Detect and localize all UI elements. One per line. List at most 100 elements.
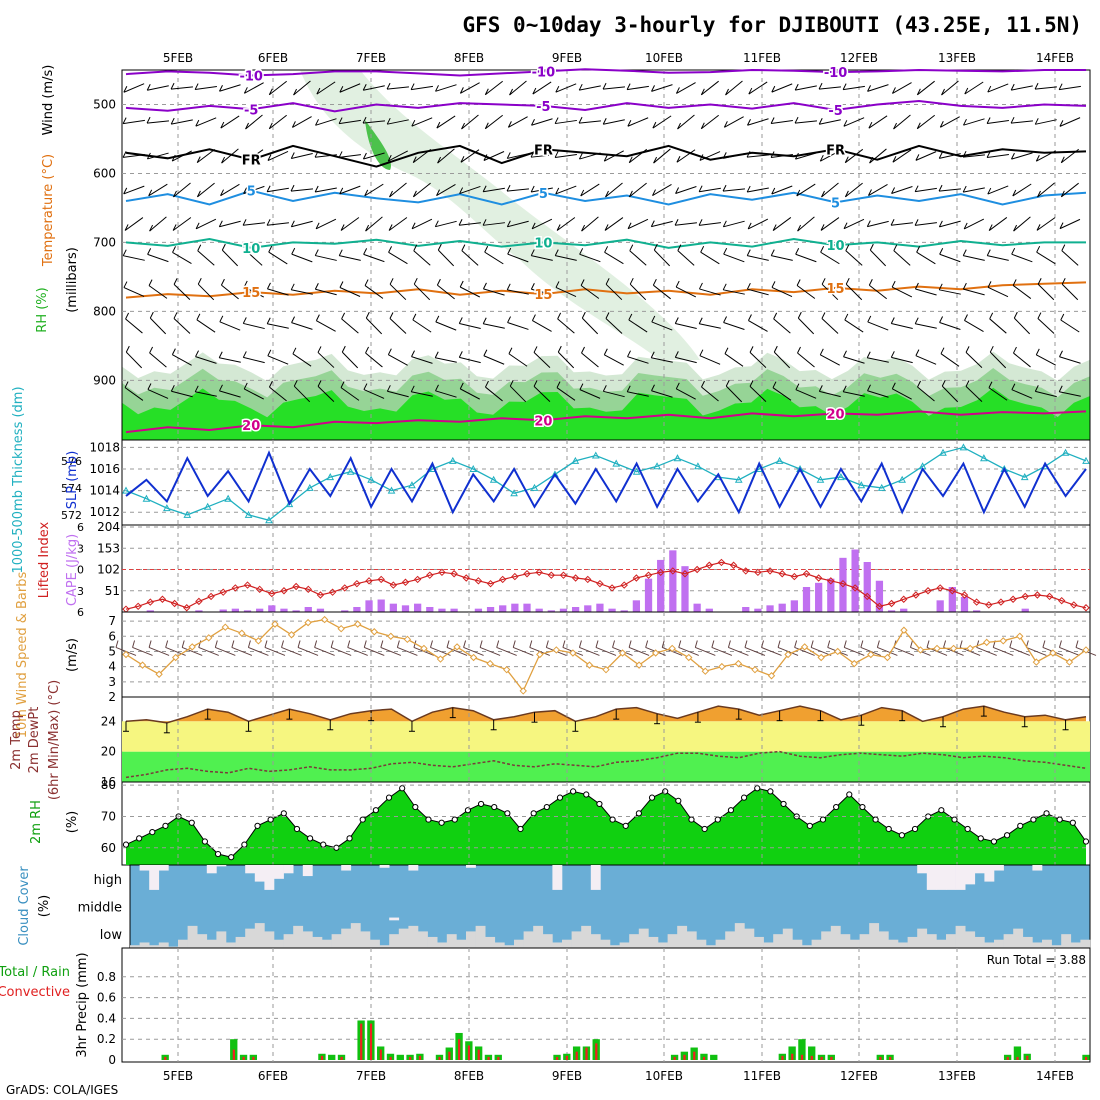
date-label-top: 14FEB (1036, 51, 1074, 65)
wind-barb-flag (243, 87, 248, 94)
wind-barb (149, 317, 167, 335)
wind-barb-flag (914, 185, 919, 192)
wind-barb (580, 183, 600, 197)
li-point (353, 579, 361, 588)
precip-convective-bar (360, 1023, 363, 1060)
wind-barb-flag (603, 348, 608, 355)
li-point (158, 595, 167, 603)
wind-barb (556, 217, 576, 231)
precip-convective-bar (497, 1056, 500, 1060)
wind-barb-flag (724, 347, 729, 354)
wind-barb (916, 114, 936, 130)
wind-barb-flag (264, 640, 268, 648)
temp-fill (126, 706, 1086, 723)
wind-barb-flag (629, 277, 634, 285)
wind-barb-flag (290, 152, 295, 159)
wind-barb-flag (797, 311, 802, 319)
rh-point (556, 794, 564, 801)
wind-barb-flag (628, 156, 633, 163)
cape-bar (754, 608, 762, 612)
wind-barb-flag (341, 345, 346, 353)
wind-barb (652, 184, 672, 196)
wind-barb-flag (1011, 247, 1016, 255)
cloud-low-bar (888, 939, 899, 948)
wind-barb-flag (365, 311, 370, 319)
cape-bar (827, 578, 835, 612)
rh-tick: 70 (101, 809, 116, 823)
cloud-low-bar (811, 939, 822, 948)
wind-barb (1013, 216, 1031, 232)
wind-barb-flag (699, 154, 704, 161)
li-point (243, 581, 252, 589)
wind-barb-flag (221, 156, 226, 164)
wind-barb-flag (578, 116, 583, 124)
wind-barb (604, 217, 624, 231)
wind-barb (603, 119, 625, 125)
wind-barb-flag (484, 122, 489, 129)
wind-barb-flag (1060, 190, 1065, 198)
wind-barb-flag (701, 380, 705, 388)
wind-barb (531, 218, 553, 230)
wind-barb-flag (220, 278, 225, 286)
wind-barb (171, 390, 193, 398)
wind-barb (963, 218, 985, 230)
wind-speed-point (916, 646, 925, 654)
isotherm-label: -10 (824, 66, 848, 81)
wind-barb (940, 353, 960, 367)
wind-barb-flag (989, 345, 994, 353)
wind-barb-flag (122, 117, 127, 124)
wind-barb-flag (297, 640, 301, 648)
wind-barb-flag (362, 116, 367, 124)
wind-barb (701, 114, 719, 130)
wind-barb-flag (711, 640, 715, 648)
wind-barb (413, 182, 431, 198)
li-point (985, 601, 993, 609)
panel-upper-air (121, 68, 1091, 441)
wind-barb (195, 356, 217, 364)
cloud-low-bar (418, 931, 428, 948)
wind-barb-flag (339, 187, 344, 195)
wind-speed-point (883, 653, 892, 662)
wind-tick: 6 (108, 629, 116, 643)
rh-point (609, 816, 616, 823)
wind-barb (772, 217, 792, 231)
wind-barb (747, 187, 769, 193)
rh-point (596, 800, 603, 808)
wind-barb-flag (484, 245, 489, 253)
temp-band-low (122, 751, 1090, 782)
wind-speed-point (1049, 649, 1057, 657)
wind-barb-flag (507, 316, 512, 323)
wind-barb (1059, 647, 1080, 656)
wind-barb-flag (149, 346, 154, 354)
isotherm-label: 5 (831, 196, 840, 211)
wind-barb (267, 323, 289, 329)
li-point (219, 588, 227, 596)
li-point (1033, 591, 1042, 599)
li-point (863, 592, 871, 601)
wind-barb (820, 251, 840, 265)
wind-barb (629, 182, 647, 198)
wind-barb (148, 285, 168, 299)
wind-barb (820, 217, 840, 231)
wind-barb (173, 182, 191, 198)
wind-barb (125, 318, 143, 334)
wind-barb-flag (867, 384, 871, 391)
cloud-high-bar (341, 865, 352, 871)
isotherm-label: -5 (244, 103, 258, 118)
li-tick: 6 (77, 606, 84, 619)
cape-bar (875, 580, 884, 612)
temp-tick: 20 (101, 745, 116, 759)
wind-speed-point (320, 615, 329, 624)
panel-wind10m (115, 611, 1097, 698)
wind-barb-flag (1058, 385, 1063, 392)
wind-barb-flag (125, 345, 130, 353)
cloud-low-bar (667, 934, 678, 948)
cloud-low-bar (658, 942, 668, 948)
cloud-low-bar (283, 934, 294, 948)
cloud-low-bar (427, 936, 438, 948)
wind-barb-flag (195, 222, 200, 230)
rh-point (451, 816, 458, 823)
wind-barb-flag (1059, 222, 1064, 229)
rh-point (425, 816, 432, 823)
li-point (195, 597, 203, 606)
